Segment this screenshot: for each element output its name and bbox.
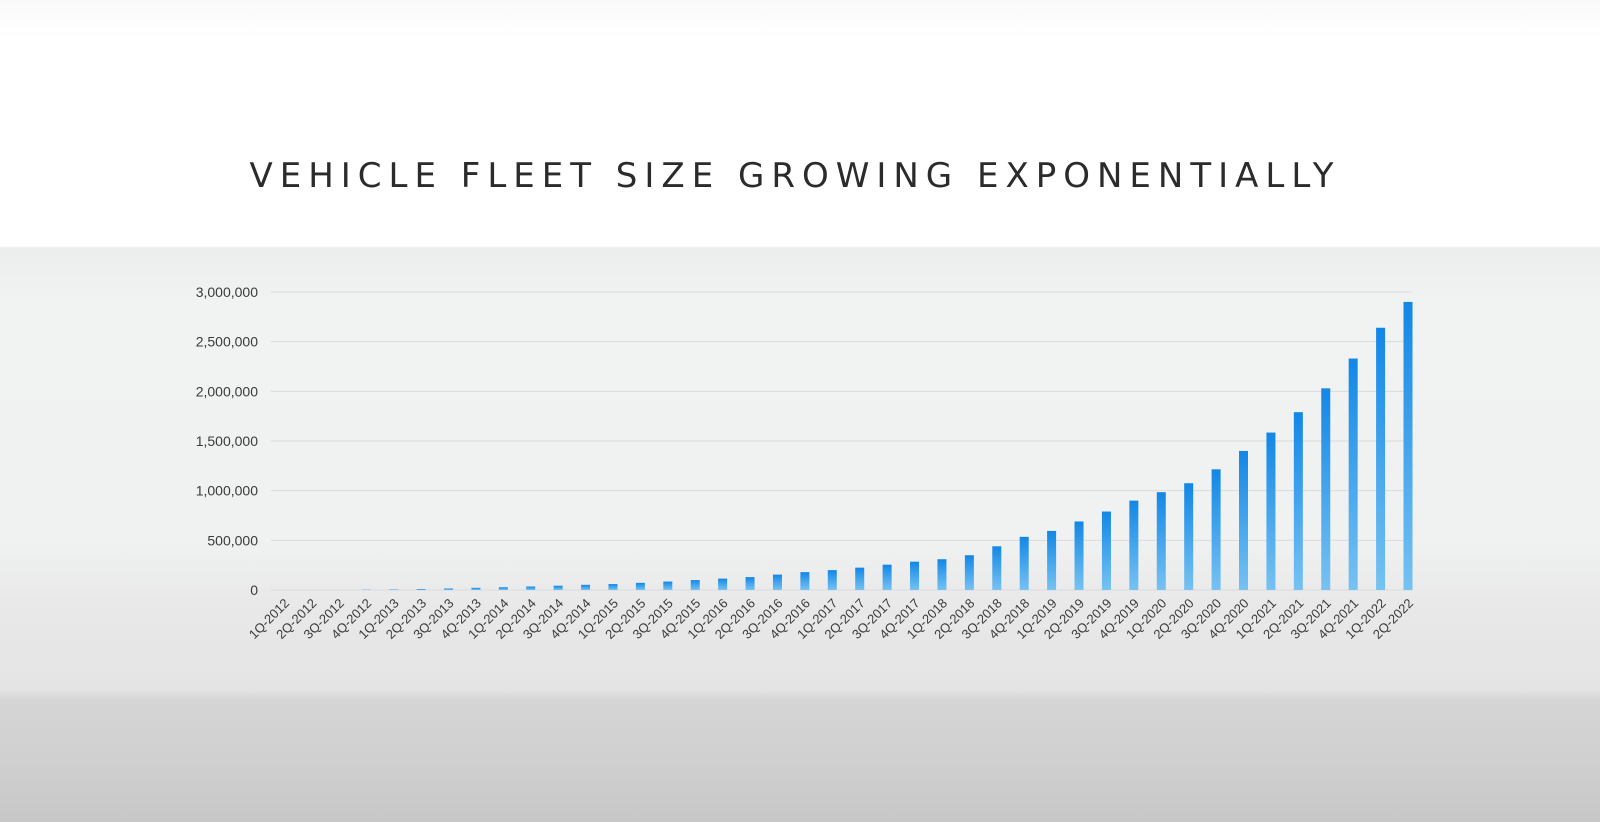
bar	[800, 572, 810, 590]
bar	[1321, 388, 1331, 590]
bar	[443, 588, 453, 590]
bar	[992, 546, 1002, 590]
bar	[1348, 358, 1358, 590]
bar	[663, 581, 673, 590]
bar	[1074, 521, 1084, 590]
bar	[581, 584, 591, 590]
bar	[855, 567, 865, 590]
bars	[361, 301, 1413, 590]
bar	[772, 574, 782, 590]
bar	[964, 555, 974, 590]
bar	[1266, 432, 1276, 590]
bar	[608, 584, 618, 590]
bar	[635, 582, 645, 590]
bar	[1403, 301, 1413, 590]
bar	[745, 577, 755, 590]
y-tick-label: 3,000,000	[196, 284, 258, 300]
y-tick-label: 1,000,000	[196, 483, 258, 499]
bar	[498, 587, 508, 590]
y-tick-label: 1,500,000	[196, 433, 258, 449]
bar	[910, 561, 920, 590]
bar	[471, 587, 481, 590]
gridlines	[271, 291, 1412, 591]
bar	[1293, 412, 1303, 590]
bar	[718, 578, 728, 590]
bar	[690, 580, 700, 590]
y-tick-label: 0	[250, 582, 258, 598]
bar	[827, 570, 837, 590]
bar	[1156, 492, 1166, 590]
slide-title: VEHICLE FLEET SIZE GROWING EXPONENTIALLY	[249, 156, 1341, 196]
bar	[1047, 530, 1057, 590]
bar	[526, 586, 536, 590]
bar	[1129, 500, 1139, 590]
y-tick-label: 500,000	[207, 532, 258, 548]
bar	[416, 589, 426, 590]
x-axis-tick-labels: 1Q-20122Q-20123Q-20124Q-20121Q-20132Q-20…	[246, 596, 1416, 642]
bar	[389, 589, 399, 590]
y-tick-label: 2,500,000	[196, 334, 258, 350]
bar	[1184, 483, 1194, 590]
y-axis-tick-labels: 0 500,000 1,000,000 1,500,000 2,000,000 2,500…	[196, 284, 259, 598]
bar	[1101, 511, 1111, 590]
y-tick-label: 2,000,000	[196, 383, 258, 399]
bar	[882, 564, 892, 590]
bar	[1211, 469, 1221, 590]
bar	[937, 559, 947, 590]
bar	[1376, 327, 1386, 590]
bar	[553, 585, 563, 590]
bar	[1239, 450, 1249, 590]
bar	[1019, 536, 1029, 590]
